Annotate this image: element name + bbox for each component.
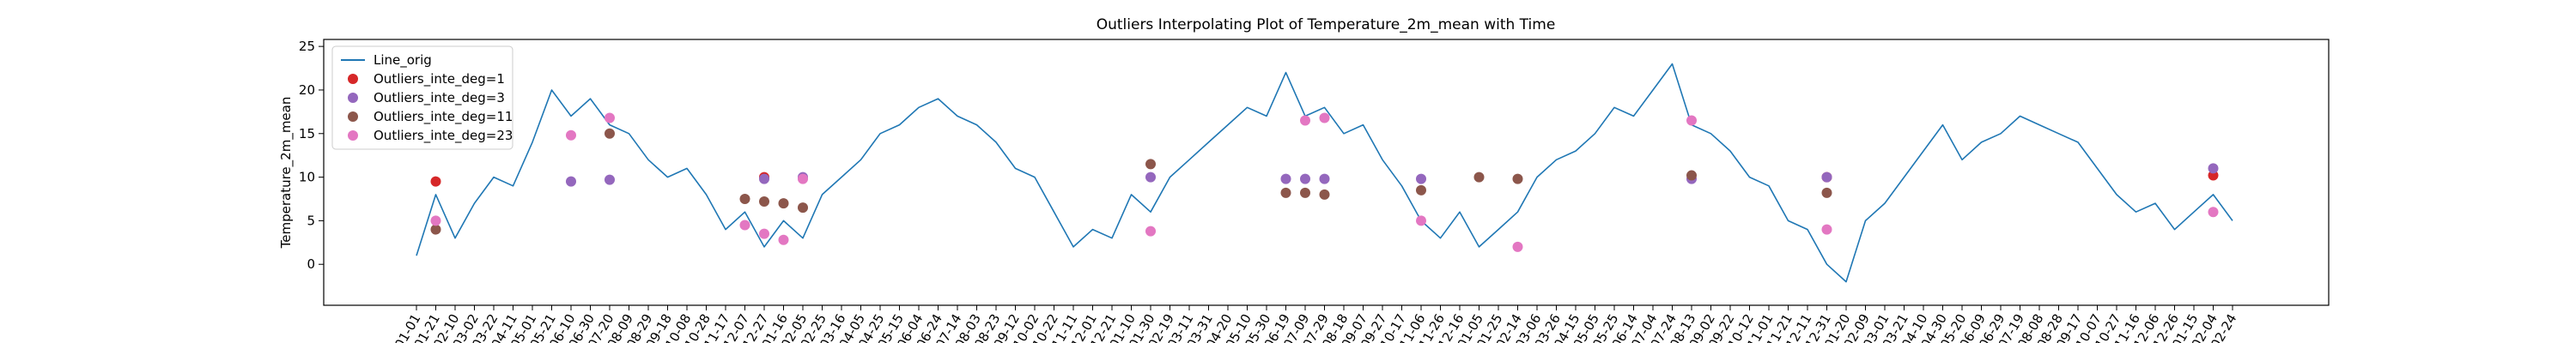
plot-area [323, 39, 2330, 306]
legend-label: Outliers_inte_deg=11 [374, 109, 513, 125]
legend-marker [348, 93, 358, 103]
legend-label: Outliers_inte_deg=23 [374, 128, 513, 144]
outlier-point [1145, 172, 1156, 183]
outlier-point [2208, 207, 2219, 218]
outlier-point [605, 174, 615, 185]
legend-label: Line_orig [374, 52, 432, 69]
outlier-point [778, 234, 789, 245]
outlier-point [1300, 187, 1310, 198]
outlier-point [430, 176, 441, 187]
outlier-point [1473, 172, 1485, 183]
outlier-point [1512, 241, 1523, 252]
y-tick-label: 5 [307, 213, 315, 228]
chart-title: Outliers Interpolating Plot of Temperatu… [1097, 16, 1556, 33]
outlier-point [430, 215, 441, 226]
outlier-point [1686, 170, 1697, 181]
outlier-point [1821, 172, 1832, 183]
outlier-point [1821, 224, 1832, 235]
legend-marker [348, 74, 358, 84]
outlier-point [759, 196, 769, 208]
y-tick-label: 20 [299, 82, 315, 98]
y-tick-label: 15 [299, 126, 315, 141]
outlier-point [1280, 173, 1291, 184]
outlier-point [1319, 173, 1330, 184]
outlier-point [605, 112, 615, 123]
y-tick-label: 25 [299, 39, 315, 54]
outlier-point [1416, 184, 1426, 196]
outlier-point [798, 202, 808, 214]
outlier-point [1416, 215, 1426, 226]
legend-box [331, 45, 513, 150]
outlier-point [1300, 173, 1310, 184]
outlier-point [566, 129, 576, 141]
outlier-point [739, 220, 750, 231]
outlier-point [1145, 159, 1156, 170]
outlier-point [430, 224, 441, 235]
y-axis-label: Temperature_2m_mean [278, 97, 295, 250]
legend-marker [348, 111, 358, 122]
outlier-point [2208, 163, 2219, 174]
legend-marker [348, 130, 358, 141]
legend-label: Outliers_inte_deg=3 [374, 90, 505, 106]
outlier-point [759, 173, 769, 184]
outlier-point [739, 194, 750, 204]
outlier-point [1319, 189, 1330, 200]
outlier-point [1280, 187, 1291, 198]
outlier-point [1416, 173, 1426, 184]
outlier-point [798, 173, 808, 184]
outlier-point [1300, 115, 1310, 126]
y-tick-label: 10 [299, 170, 315, 185]
outlier-point [778, 198, 789, 209]
data-line [416, 63, 2233, 283]
outlier-point [759, 228, 769, 239]
outlier-point [605, 128, 615, 139]
outlier-point [1145, 226, 1156, 237]
y-tick-label: 0 [307, 256, 315, 272]
legend-label: Outliers_inte_deg=1 [374, 71, 505, 87]
outlier-point [1821, 187, 1832, 198]
outlier-point [566, 176, 576, 187]
outlier-point [1686, 115, 1697, 126]
outlier-point [1319, 112, 1330, 123]
outlier-point [1512, 173, 1523, 184]
